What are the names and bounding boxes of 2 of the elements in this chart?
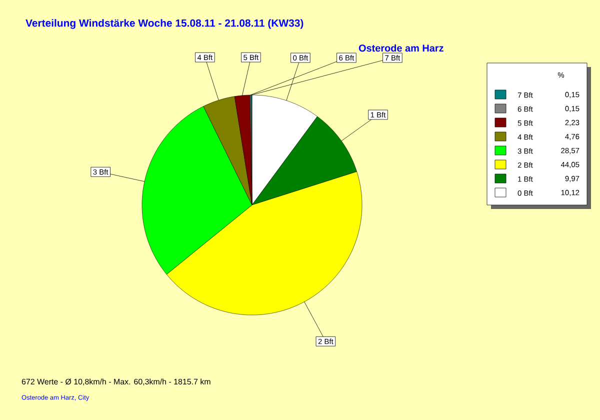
chart-title: Verteilung Windstärke Woche 15.08.11 - 21.08.11 (KW33): [26, 19, 304, 29]
chart-subtitle: Osterode am Harz: [358, 44, 444, 52]
